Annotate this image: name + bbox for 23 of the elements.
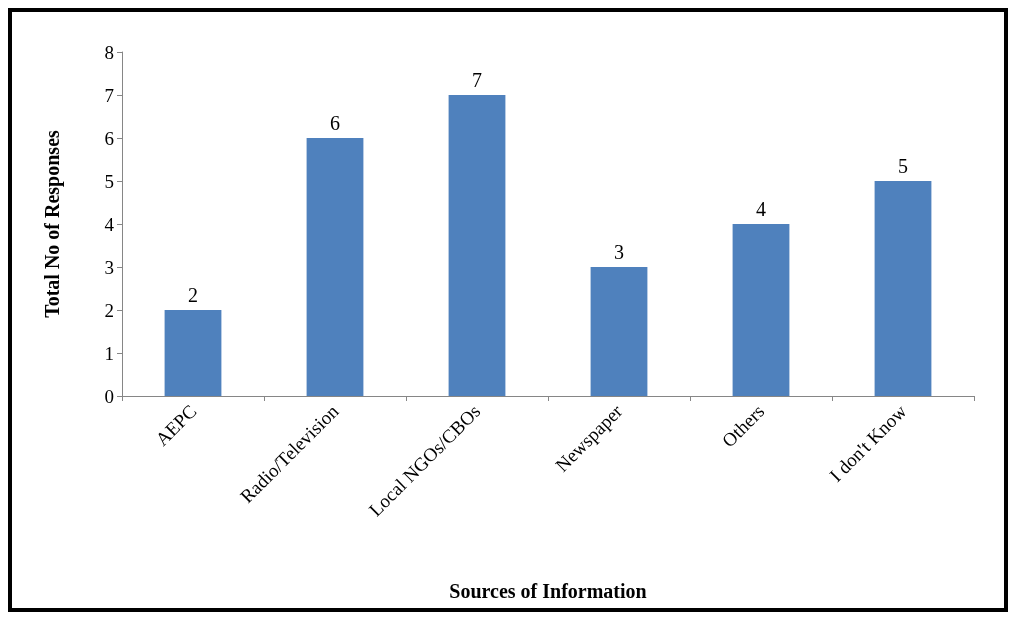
y-tick-label: 5	[104, 170, 114, 192]
y-axis-title: Total No of Responses	[41, 129, 64, 318]
y-tick-label: 7	[104, 84, 114, 106]
data-label: 7	[472, 69, 482, 91]
data-label: 2	[188, 284, 198, 306]
bar	[874, 181, 932, 396]
bar	[732, 224, 790, 396]
x-axis-title: Sources of Information	[449, 580, 647, 602]
y-tick-label: 6	[104, 127, 114, 149]
bar	[448, 95, 506, 396]
data-label: 6	[330, 112, 340, 134]
data-label: 3	[614, 241, 624, 263]
bar	[590, 267, 648, 396]
y-tick-label: 2	[104, 299, 114, 321]
y-tick-label: 8	[104, 41, 114, 63]
data-label: 5	[898, 155, 908, 177]
y-tick-label: 3	[104, 256, 114, 278]
y-tick-label: 1	[104, 342, 114, 364]
bar	[306, 138, 364, 396]
data-label: 4	[756, 198, 766, 220]
y-tick-label: 4	[104, 213, 115, 235]
y-tick-label: 0	[104, 385, 114, 407]
bar	[164, 310, 222, 396]
